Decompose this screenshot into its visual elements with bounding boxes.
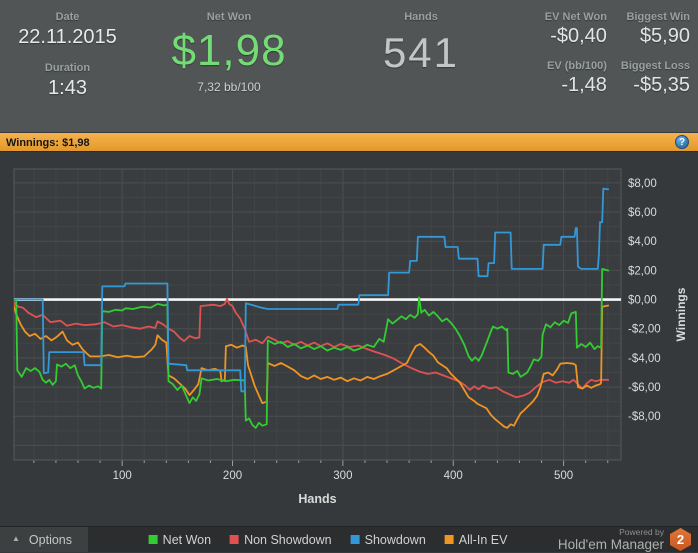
biggest-loss-value: -$5,35	[633, 74, 690, 96]
svg-text:Winnings: Winnings	[674, 287, 688, 341]
svg-text:200: 200	[223, 470, 242, 482]
options-button-label: Options	[28, 532, 73, 547]
ev-stats-block: EV Net Won Biggest Win -$0,40 $5,90 EV (…	[545, 0, 698, 132]
options-button[interactable]: ▲ Options	[0, 527, 89, 552]
svg-text:400: 400	[444, 470, 463, 482]
legend-item-all-in-ev[interactable]: All-In EV	[444, 532, 508, 547]
hands-label: Hands	[404, 11, 438, 23]
brand-name: Hold'em Manager	[557, 536, 664, 552]
winnings-section-title: Winnings: $1,98	[6, 137, 90, 149]
svg-text:-$2,00: -$2,00	[628, 324, 661, 336]
chart-legend: Net Won Non Showdown Showdown All-In EV	[148, 527, 508, 552]
hands-value: 541	[382, 29, 460, 76]
svg-text:Hands: Hands	[298, 492, 336, 506]
svg-text:$6,00: $6,00	[628, 207, 657, 219]
legend-label: All-In EV	[458, 532, 508, 547]
duration-label: Duration	[44, 62, 91, 74]
duration-value: 1:43	[48, 77, 87, 99]
net-won-value: $1,98	[171, 26, 287, 75]
legend-label: Non Showdown	[244, 532, 332, 547]
legend-label: Net Won	[162, 532, 212, 547]
non-showdown-swatch-icon	[230, 535, 240, 544]
svg-text:100: 100	[113, 470, 132, 482]
legend-item-non-showdown[interactable]: Non Showdown	[230, 533, 332, 547]
svg-text:$2,00: $2,00	[628, 265, 657, 277]
hm2-badge-icon: 2	[670, 528, 691, 551]
biggest-win-value: $5,90	[639, 25, 690, 47]
date-label: Date	[55, 11, 80, 23]
bb-per-100-value: 7,32 bb/100	[197, 80, 261, 94]
hands-block: Hands 541	[323, 0, 519, 132]
biggest-win-label: Biggest Win	[626, 11, 690, 23]
ev-net-won-value: -$0,40	[550, 25, 607, 47]
svg-text:-$6,00: -$6,00	[628, 382, 661, 394]
svg-text:-$4,00: -$4,00	[628, 353, 661, 365]
svg-text:500: 500	[554, 470, 573, 482]
help-icon[interactable]: ?	[675, 135, 689, 149]
ev-net-won-label: EV Net Won	[544, 11, 607, 23]
winnings-chart: $8,00 $6,00 $4,00 $2,00 $0,00 -$2,00 -$4,00 -$6…	[13, 168, 688, 506]
date-duration-block: Date 22.11.2015 Duration 1:43	[0, 0, 135, 132]
net-won-label: Net Won	[206, 11, 252, 23]
showdown-swatch-icon	[350, 535, 360, 544]
legend-item-net-won[interactable]: Net Won	[148, 532, 212, 547]
all-in-ev-swatch-icon	[444, 535, 454, 544]
brand: Powered by Hold'em Manager 2	[558, 528, 698, 551]
legend-item-showdown[interactable]: Showdown	[350, 532, 426, 547]
powered-by-label: Powered by	[619, 527, 664, 537]
svg-text:-$8,00: -$8,00	[628, 411, 661, 423]
stats-header: Date 22.11.2015 Duration 1:43 Net Won $1…	[0, 0, 698, 133]
winnings-section-bar[interactable]: Winnings: $1,98 ?	[0, 133, 698, 152]
footer-bar: ▲ Options Net Won Non Showdown Showdown …	[0, 526, 698, 552]
chevron-up-icon: ▲	[12, 534, 20, 543]
ev-bb100-value: -1,48	[561, 74, 607, 96]
svg-text:$0,00: $0,00	[628, 295, 657, 307]
legend-label: Showdown	[364, 532, 426, 547]
svg-text:$8,00: $8,00	[628, 178, 657, 190]
biggest-loss-label: Biggest Loss	[620, 60, 690, 72]
svg-text:$4,00: $4,00	[628, 236, 657, 248]
chart-panel: $8,00 $6,00 $4,00 $2,00 $0,00 -$2,00 -$4,00 -$6…	[0, 152, 698, 526]
net-won-block: Net Won $1,98 7,32 bb/100	[135, 0, 323, 132]
svg-text:300: 300	[333, 470, 352, 482]
date-value: 22.11.2015	[18, 26, 117, 48]
net-won-swatch-icon	[148, 535, 158, 544]
ev-bb100-label: EV (bb/100)	[547, 60, 607, 72]
